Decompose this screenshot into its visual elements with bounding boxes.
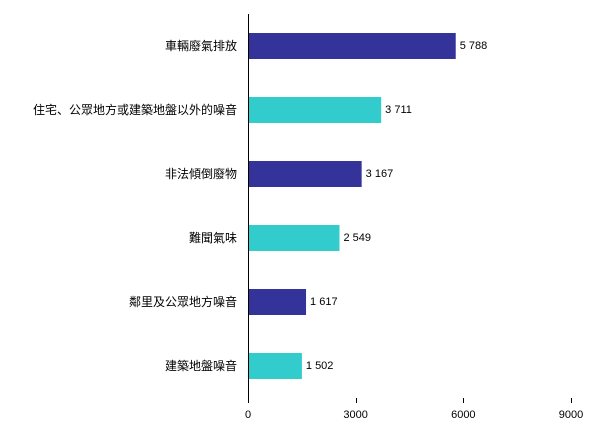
value-label-3: 2 549 [343,232,371,244]
category-labels: 車輛廢氣排放住宅、公眾地方或建築地盤以外的噪音非法傾倒廢物難聞氣味鄰里及公眾地方… [33,38,237,373]
value-label-5: 1 502 [306,360,334,372]
value-label-0: 5 788 [460,40,488,52]
bar-1 [248,97,382,123]
x-tick-label-1: 3000 [343,409,367,421]
category-label-2: 非法傾倒廢物 [165,166,237,181]
bar-5 [248,353,302,379]
value-label-4: 1 617 [310,296,338,308]
value-label-2: 3 167 [366,168,394,180]
bar-0 [248,33,456,59]
category-label-1: 住宅、公眾地方或建築地盤以外的噪音 [33,102,237,117]
x-axis: 0 3000 6000 9000 [245,398,583,421]
category-label-5: 建築地盤噪音 [165,358,237,373]
category-label-0: 車輛廢氣排放 [165,38,237,53]
value-labels: 5 788 3 711 3 167 2 549 1 617 1 502 [306,40,487,372]
value-label-1: 3 711 [385,104,412,116]
x-tick-label-2: 6000 [451,409,475,421]
bar-3 [248,225,340,251]
x-tick-label-3: 9000 [559,409,583,421]
bar-4 [248,289,307,315]
bars-layer [248,33,456,379]
category-label-4: 鄰里及公眾地方噪音 [129,294,237,309]
bar-2 [248,161,362,187]
x-tick-label-0: 0 [245,409,251,421]
category-label-3: 難聞氣味 [189,230,237,245]
